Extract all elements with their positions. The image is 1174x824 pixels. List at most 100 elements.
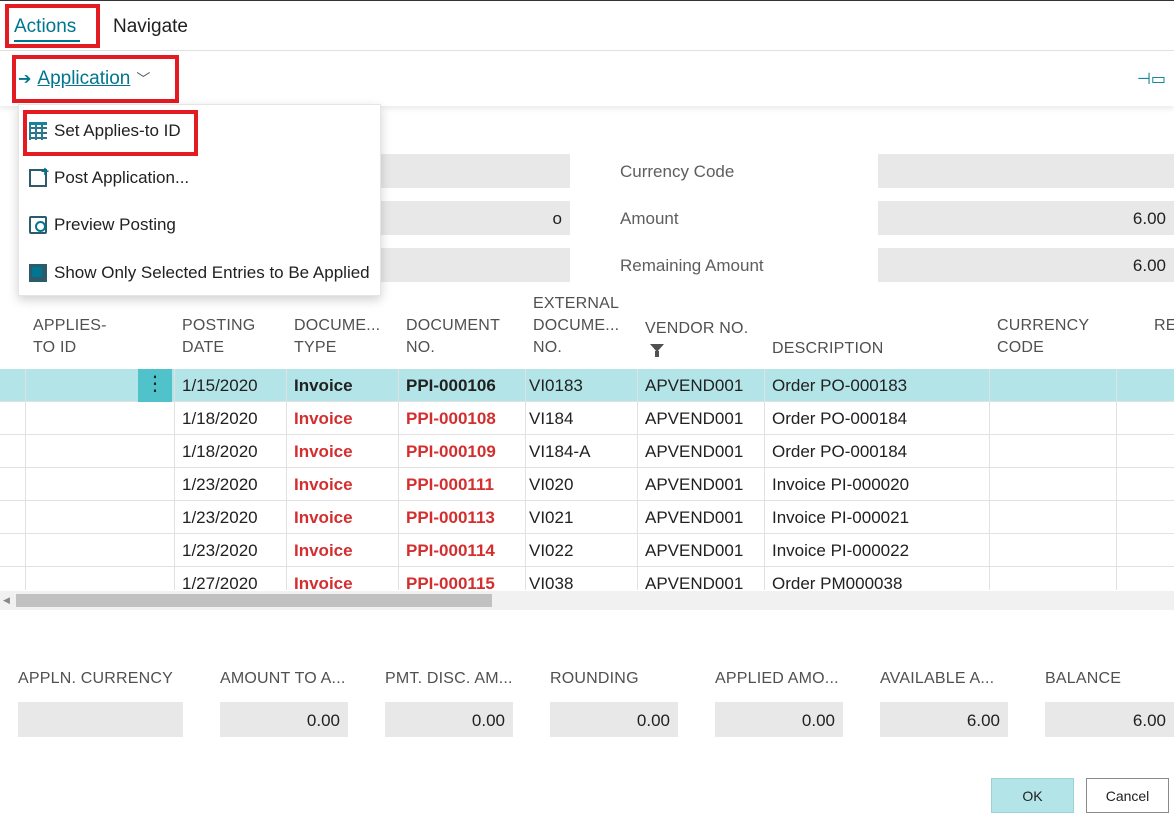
column-divider xyxy=(525,369,526,402)
table-row[interactable]: 1/27/2020 Invoice PPI-000115 VI038 APVEND001… xyxy=(0,567,1174,590)
cell-document-no[interactable]: PPI-000114 xyxy=(406,541,495,560)
scrollbar-thumb[interactable] xyxy=(16,594,492,607)
column-header-line: EXTERNAL xyxy=(533,295,620,312)
menu-item-label: Show Only Selected Entries to Be Applied xyxy=(54,263,370,282)
table-row[interactable]: 1/18/2020 Invoice PPI-000109 VI184-A APVEND0… xyxy=(0,435,1174,468)
cell-document-no[interactable]: PPI-000113 xyxy=(406,508,495,527)
cell-posting-date: 1/23/2020 xyxy=(182,508,258,527)
window-top-border xyxy=(0,0,1174,1)
ok-button[interactable]: OK xyxy=(991,778,1074,813)
show-selected-icon xyxy=(29,264,47,282)
column-divider xyxy=(637,402,638,435)
cell-external-no: VI038 xyxy=(529,574,574,590)
cell-posting-date: 1/23/2020 xyxy=(182,475,258,494)
column-header-line: POSTING xyxy=(182,317,256,334)
menu-item-set-applies-to-id[interactable]: Set Applies-to ID xyxy=(29,118,181,144)
currency-code-field[interactable] xyxy=(878,154,1174,188)
column-divider xyxy=(525,534,526,567)
table-row[interactable]: 1/18/2020 Invoice PPI-000108 VI184 APVEND001… xyxy=(0,402,1174,435)
application-dropdown-menu: Set Applies-to ID Post Application... Pr… xyxy=(18,104,381,296)
column-divider xyxy=(25,534,26,567)
amount-label: Amount xyxy=(620,209,679,228)
column-header-posting-date[interactable]: POSTING DATE xyxy=(182,315,255,359)
cell-document-type: Invoice xyxy=(294,574,353,590)
scroll-left-icon[interactable]: ◀ xyxy=(3,595,10,605)
column-divider xyxy=(989,567,990,590)
menu-item-show-only-selected[interactable]: Show Only Selected Entries to Be Applied xyxy=(29,260,370,286)
filter-icon[interactable] xyxy=(650,344,664,357)
available-amount-label: AVAILABLE A... xyxy=(880,670,995,687)
amount-field[interactable]: 6.00 xyxy=(878,201,1174,235)
remaining-amount-field[interactable]: 6.00 xyxy=(878,248,1174,282)
column-header-line: DOCUMENT xyxy=(406,317,501,334)
horizontal-scrollbar[interactable]: ◀ xyxy=(0,591,1174,610)
balance-label: BALANCE xyxy=(1045,670,1122,687)
column-divider xyxy=(989,501,990,534)
cell-document-no[interactable]: PPI-000109 xyxy=(406,442,496,461)
column-divider xyxy=(525,501,526,534)
column-divider xyxy=(764,369,765,402)
column-header-line: NO. xyxy=(406,339,436,356)
column-divider xyxy=(398,567,399,590)
column-header-currency-code[interactable]: CURRENCY CODE xyxy=(997,315,1089,359)
column-header-line: DOCUME... xyxy=(294,317,381,334)
cell-vendor-no: APVEND001 xyxy=(645,475,744,494)
tab-actions-label: Actions xyxy=(14,16,77,37)
table-row[interactable]: 1/23/2020 Invoice PPI-000113 VI021 APVEND001… xyxy=(0,501,1174,534)
table-row[interactable]: 1/23/2020 Invoice PPI-000114 VI022 APVEND001… xyxy=(0,534,1174,567)
tab-navigate[interactable]: Navigate xyxy=(113,16,188,38)
rounding-field: 0.00 xyxy=(550,702,678,737)
menu-item-preview-posting[interactable]: Preview Posting xyxy=(29,212,176,238)
column-header-document-type[interactable]: DOCUME... TYPE xyxy=(294,315,380,359)
pin-icon[interactable]: ⊣▭ xyxy=(1136,71,1166,88)
column-header-external-document-no[interactable]: EXTERNAL DOCUME... NO. xyxy=(533,293,619,359)
row-menu-icon[interactable]: ⋮ xyxy=(138,369,172,402)
pmt-disc-amount-field: 0.00 xyxy=(385,702,513,737)
cell-posting-date: 1/18/2020 xyxy=(182,442,258,461)
cell-document-no[interactable]: PPI-000115 xyxy=(406,574,495,590)
column-header-applies-to-id[interactable]: APPLIES- TO ID xyxy=(33,315,107,359)
tabs-divider xyxy=(0,50,1174,51)
cancel-button[interactable]: Cancel xyxy=(1086,778,1169,813)
column-header-remaining[interactable]: RE xyxy=(1154,317,1174,334)
chevron-down-icon: ﹀ xyxy=(136,71,151,87)
applied-amount-field: 0.00 xyxy=(715,702,843,737)
column-divider xyxy=(637,501,638,534)
cell-description: Order PO-000184 xyxy=(772,409,908,428)
column-divider xyxy=(398,435,399,468)
table-row[interactable]: ⋮ 1/15/2020 Invoice PPI-000106 VI0183 APVEND0… xyxy=(0,369,1174,402)
column-divider xyxy=(286,534,287,567)
cell-document-no[interactable]: PPI-000106 xyxy=(406,376,496,395)
action-bar: ➔ Application ﹀ ⊣▭ xyxy=(0,51,1174,106)
column-divider xyxy=(989,534,990,567)
cell-vendor-no: APVEND001 xyxy=(645,508,744,527)
application-menu-button[interactable]: ➔ Application ﹀ xyxy=(18,68,150,90)
tab-actions[interactable]: Actions xyxy=(14,16,80,42)
cell-document-type: Invoice xyxy=(294,376,353,395)
column-header-description[interactable]: DESCRIPTION xyxy=(772,340,884,357)
column-divider xyxy=(25,402,26,435)
column-divider xyxy=(1116,402,1117,435)
set-applies-id-icon xyxy=(29,122,47,140)
column-divider xyxy=(637,567,638,590)
cell-document-no[interactable]: PPI-000108 xyxy=(406,409,496,428)
menu-item-post-application[interactable]: Post Application... xyxy=(29,163,189,191)
column-header-vendor-no[interactable]: VENDOR NO. xyxy=(645,320,749,337)
column-divider xyxy=(398,402,399,435)
cell-document-no[interactable]: PPI-000111 xyxy=(406,475,494,494)
preview-posting-icon xyxy=(29,216,47,234)
applied-amount-label: APPLIED AMO... xyxy=(715,670,839,687)
column-divider xyxy=(25,435,26,468)
cell-external-no: VI184-A xyxy=(529,442,591,461)
column-divider xyxy=(25,468,26,501)
cell-posting-date: 1/18/2020 xyxy=(182,409,258,428)
column-header-line: TYPE xyxy=(294,339,337,356)
cell-posting-date: 1/23/2020 xyxy=(182,541,258,560)
column-divider xyxy=(1116,567,1117,590)
column-header-document-no[interactable]: DOCUMENT NO. xyxy=(406,315,500,359)
table-row[interactable]: 1/23/2020 Invoice PPI-000111 VI020 APVEND001… xyxy=(0,468,1174,501)
column-divider xyxy=(174,501,175,534)
cell-description: Invoice PI-000020 xyxy=(772,475,910,494)
column-divider xyxy=(637,468,638,501)
cell-external-no: VI022 xyxy=(529,541,574,560)
